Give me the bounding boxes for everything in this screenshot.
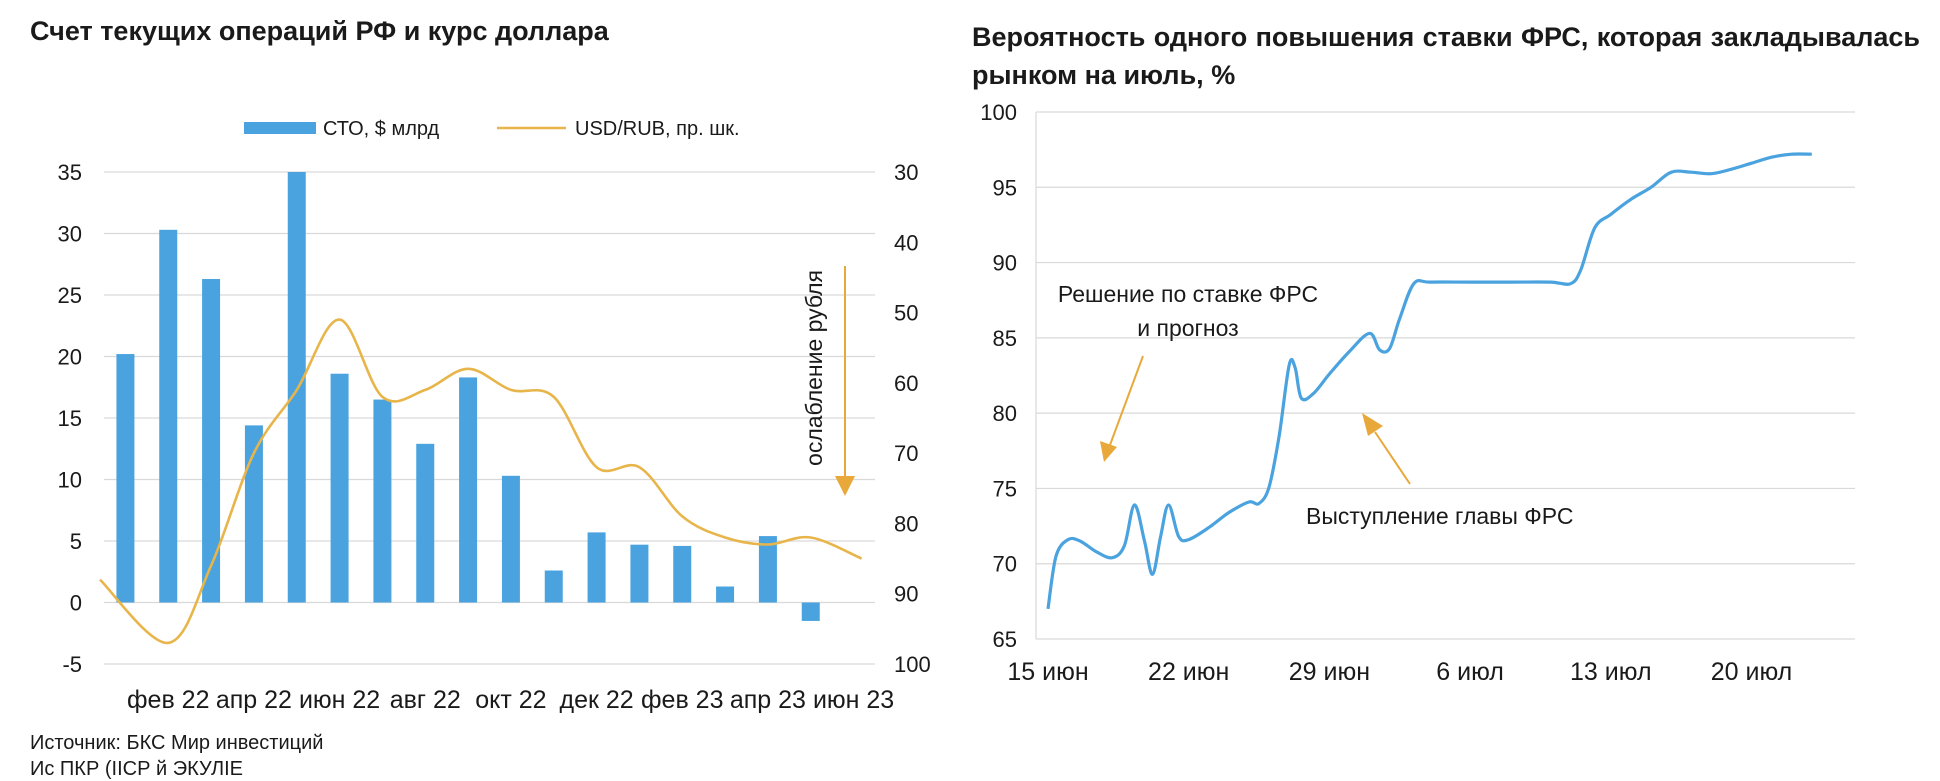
bar xyxy=(244,425,263,603)
bar xyxy=(287,172,306,603)
y-right-tick-label: 90 xyxy=(894,582,918,607)
y-tick-label: 90 xyxy=(993,251,1017,276)
annotation-text: Выступление главы ФРС xyxy=(1306,503,1573,529)
y-left-tick-label: 5 xyxy=(70,529,82,554)
y-right-tick-label: 70 xyxy=(894,441,918,466)
y-left-tick-label: 20 xyxy=(58,345,82,370)
x-tick-label: фев 23 xyxy=(641,686,724,714)
y-left-tick-label: 0 xyxy=(70,591,82,616)
legend-label: СТО, $ млрд xyxy=(323,118,440,140)
x-tick-label: 6 июл xyxy=(1436,658,1504,686)
bar xyxy=(801,602,820,621)
y-right-tick-label: 40 xyxy=(894,230,918,255)
y-right-tick-label: 100 xyxy=(894,652,931,677)
y-right-tick-label: 30 xyxy=(894,160,918,185)
usd-rub-line xyxy=(99,318,863,645)
bar xyxy=(330,373,349,603)
y-right-tick-label: 60 xyxy=(894,371,918,396)
annotation-text: ослабление рубля xyxy=(801,270,827,466)
bar xyxy=(501,475,520,603)
annotation-arrowhead xyxy=(1100,441,1117,462)
x-tick-label: июн 22 xyxy=(299,686,380,714)
bar xyxy=(459,377,478,603)
bar xyxy=(587,532,606,603)
bar xyxy=(159,229,178,603)
bar xyxy=(716,586,735,603)
x-tick-label: 29 июн xyxy=(1289,658,1370,686)
right-chart-title: Вероятность одного повышения ставки ФРС,… xyxy=(972,22,1920,90)
x-tick-label: апр 23 xyxy=(730,686,806,714)
x-tick-label: 22 июн xyxy=(1148,658,1229,686)
y-right-tick-label: 80 xyxy=(894,511,918,536)
y-tick-label: 100 xyxy=(980,100,1017,125)
y-left-tick-label: 15 xyxy=(58,406,82,431)
y-left-tick-label: 30 xyxy=(58,222,82,247)
bar xyxy=(673,545,692,603)
y-left-tick-label: -5 xyxy=(62,652,82,677)
x-tick-label: июн 23 xyxy=(813,686,894,714)
bar xyxy=(630,544,649,603)
annotation-text: Решение по ставке ФРС xyxy=(1058,281,1318,307)
legend-label: USD/RUB, пр. шк. xyxy=(575,118,740,140)
x-tick-label: апр 22 xyxy=(216,686,292,714)
x-tick-label: 13 июл xyxy=(1570,658,1652,686)
y-right-tick-label: 50 xyxy=(894,301,918,326)
annotation-text: и прогноз xyxy=(1137,315,1238,341)
annotation-arrow-shaft xyxy=(1374,431,1411,485)
bar xyxy=(416,443,435,603)
cut-off-footnote: Ис ПКР (ІІСР й ЭКУЛІЕ xyxy=(30,758,244,780)
y-tick-label: 65 xyxy=(993,627,1017,652)
probability-line xyxy=(1046,152,1812,610)
left-chart-title: Счет текущих операций РФ и курс доллара xyxy=(30,16,609,46)
legend-swatch-bar xyxy=(244,122,316,134)
y-tick-label: 70 xyxy=(993,552,1017,577)
bar xyxy=(202,279,221,603)
bar xyxy=(116,354,135,603)
x-tick-label: дек 22 xyxy=(559,686,633,714)
annotation-arrowhead xyxy=(835,476,855,496)
x-tick-label: 20 июл xyxy=(1711,658,1793,686)
x-tick-label: 15 июн xyxy=(1007,658,1088,686)
y-tick-label: 85 xyxy=(993,326,1017,351)
y-left-tick-label: 10 xyxy=(58,468,82,493)
source-note: Источник: БКС Мир инвестиций xyxy=(30,732,324,754)
bar xyxy=(758,536,777,603)
bar xyxy=(544,570,563,603)
y-tick-label: 75 xyxy=(993,476,1017,501)
y-left-tick-label: 25 xyxy=(58,283,82,308)
y-left-tick-label: 35 xyxy=(58,160,82,185)
x-tick-label: фев 22 xyxy=(127,686,210,714)
x-tick-label: окт 22 xyxy=(475,686,546,714)
bar xyxy=(373,399,392,603)
y-tick-label: 80 xyxy=(993,401,1017,426)
annotation-arrowhead xyxy=(1362,413,1383,436)
annotation-arrow-shaft xyxy=(1109,355,1144,446)
y-tick-label: 95 xyxy=(993,175,1017,200)
x-tick-label: авг 22 xyxy=(390,686,461,714)
